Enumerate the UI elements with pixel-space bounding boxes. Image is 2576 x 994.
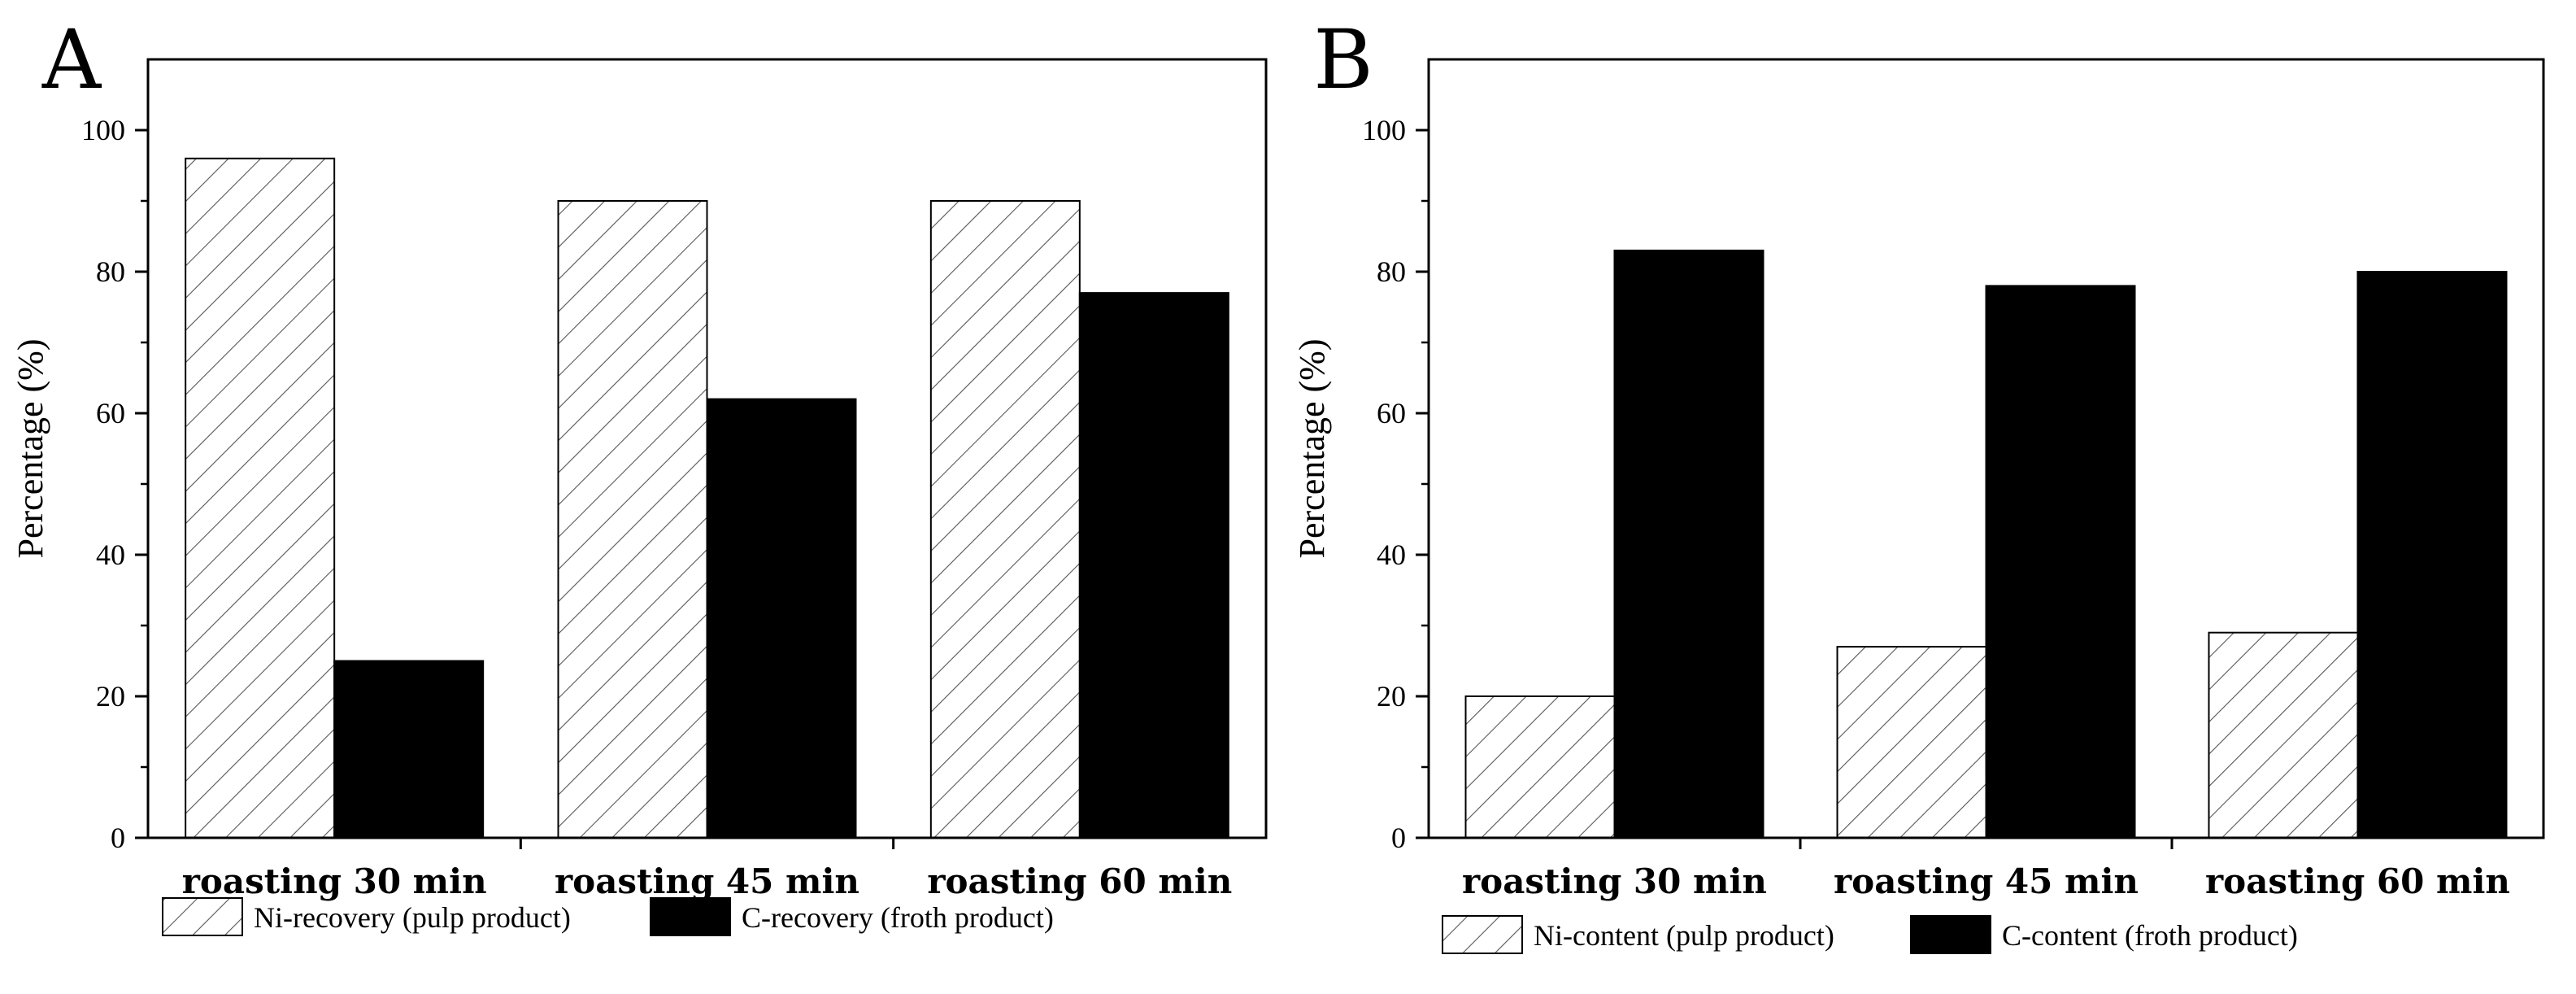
y-tick-label: 40 [1377,538,1406,571]
legend-label: C-content (froth product) [2002,919,2298,952]
y-tick-label: 80 [96,255,125,288]
chart-panel-a: A Percentage (%) roasting 30 min roasting 4… [11,12,1268,936]
y-tick-label: 100 [1362,114,1406,146]
panel-letter: A [41,12,102,107]
x-tick-label: roasting 30 min [182,861,487,901]
x-tick-label: roasting 45 min [1834,861,2139,901]
bar-solid-3 [1078,292,1229,839]
legend-label: Ni-recovery (pulp product) [254,901,571,934]
bar-hatched-2 [557,200,708,839]
bar-hatched-3 [929,200,1081,839]
bar-solid-2 [706,398,857,839]
y-axis-title: Percentage (%) [1292,339,1332,559]
legend-label: C-recovery (froth product) [742,901,1054,934]
x-tick-label: roasting 60 min [2205,861,2510,901]
y-tick-label: 20 [96,680,125,713]
x-tick-label: roasting 45 min [555,861,859,901]
y-tick-label: 60 [96,397,125,429]
legend-swatch-solid [1910,915,1991,954]
bar-hatched-1 [185,157,336,839]
y-tick-label: 40 [96,538,125,571]
x-tick-label: roasting 60 min [927,861,1232,901]
bar-hatched-2 [1836,646,1987,839]
legend-swatch-hatched [1442,915,1523,954]
legend-swatch-hatched [162,897,243,936]
plot-frame [146,58,1268,839]
y-tick-label: 80 [1377,255,1406,288]
y-tick-label: 0 [111,822,125,854]
y-tick-label: 0 [1391,822,1406,854]
legend-swatch-solid [650,897,731,936]
panel-letter: B [1313,12,1373,107]
bar-solid-1 [333,660,485,839]
bar-solid-2 [1985,285,2136,839]
bar-hatched-3 [2208,631,2359,839]
bar-solid-1 [1613,249,1764,839]
bar-solid-3 [2356,271,2508,839]
bar-hatched-1 [1464,695,1616,839]
plot-frame [1427,58,2545,839]
y-tick-label: 60 [1377,397,1406,429]
legend-label: Ni-content (pulp product) [1534,919,1834,952]
y-tick-label: 100 [81,114,125,146]
y-axis-title: Percentage (%) [11,339,50,559]
y-tick-label: 20 [1377,680,1406,713]
x-tick-label: roasting 30 min [1462,861,1767,901]
chart-panel-b: B Percentage (%) roasting 30 min roasting 4… [1292,12,2545,954]
